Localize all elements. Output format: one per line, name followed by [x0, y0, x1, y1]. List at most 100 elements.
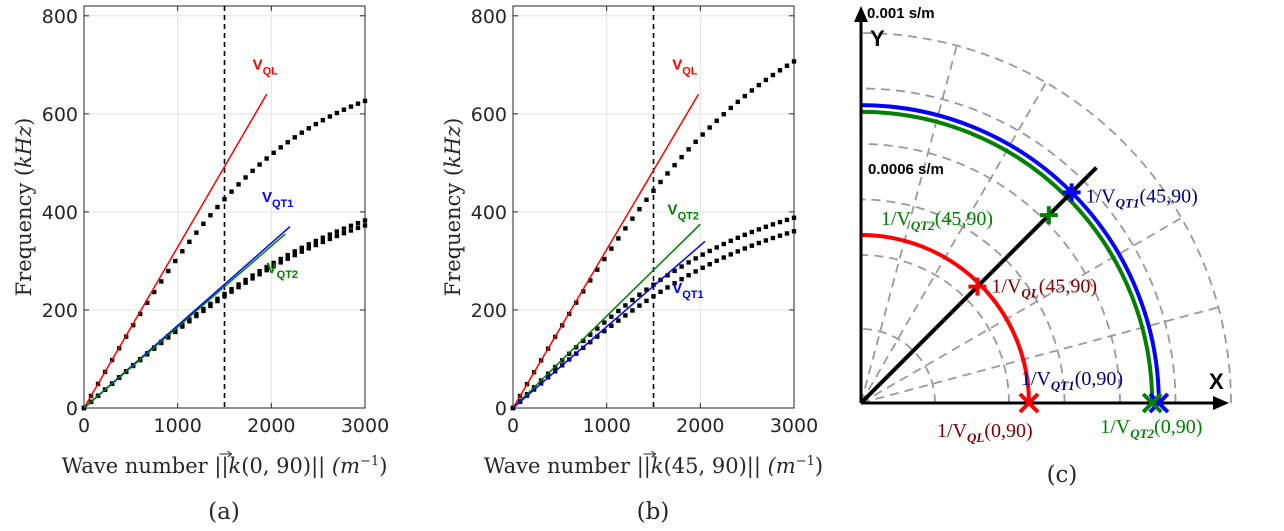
data-point — [334, 233, 340, 239]
point-label-sub: QT1 — [1051, 378, 1075, 393]
data-point — [672, 268, 677, 274]
series-label-main: V — [672, 57, 682, 74]
data-point — [215, 296, 220, 302]
data-point — [299, 245, 304, 251]
x-tick-label: 1000 — [153, 415, 201, 437]
data-point — [595, 267, 600, 272]
ylabel-part: Frequency ( — [12, 168, 36, 296]
xlabel-unit: (m — [768, 454, 796, 478]
data-point — [215, 204, 220, 210]
polar-grid-ring — [860, 254, 1010, 404]
series-label-sub: QL — [263, 66, 279, 78]
data-point — [763, 224, 769, 229]
data-point — [243, 277, 248, 283]
data-point — [665, 171, 670, 176]
data-point — [679, 276, 684, 282]
data-point — [348, 228, 354, 233]
series-label-qt1: VQT1 — [672, 280, 703, 301]
fit-line-qt1 — [512, 240, 706, 409]
data-point — [623, 303, 628, 308]
data-point — [651, 282, 656, 287]
vector-arrow-head — [651, 450, 657, 458]
data-point — [777, 233, 783, 238]
ylabel-part: ) — [441, 118, 465, 126]
data-point — [756, 82, 762, 88]
y-axis-letter: Y — [870, 26, 885, 51]
data-point — [229, 189, 234, 194]
data-point — [180, 324, 185, 329]
data-point — [777, 68, 783, 73]
data-point — [264, 264, 269, 270]
xlabel-vector: k — [229, 454, 242, 478]
data-point — [756, 240, 762, 246]
xlabel-unit: (m — [332, 454, 360, 478]
data-point — [187, 319, 192, 324]
fit-line-qt2 — [512, 223, 701, 409]
data-point — [630, 308, 635, 313]
data-point — [292, 135, 297, 140]
fit-line-ql — [83, 93, 268, 409]
ylabel-part: ) — [12, 118, 36, 126]
panel-label: (c) — [1047, 462, 1078, 488]
point-label-sub: QT2 — [1130, 426, 1154, 441]
xlabel-part: Wave number || — [484, 454, 651, 479]
data-point — [306, 246, 311, 251]
xlabel-part: ) — [815, 454, 823, 478]
data-point — [180, 249, 185, 254]
data-point — [602, 320, 607, 325]
x-tick-label: 0 — [78, 415, 90, 437]
data-point — [700, 265, 705, 270]
x-axis-label: Wave number ||k(0, 90)|| (m−1) — [62, 454, 388, 479]
point-label-sub: QT1 — [1116, 195, 1140, 210]
data-point — [236, 282, 241, 287]
data-point — [686, 147, 691, 152]
series-label-sub: QT2 — [277, 269, 298, 281]
data-point — [327, 114, 333, 119]
data-point — [306, 242, 311, 247]
data-point — [222, 196, 227, 202]
data-point — [749, 88, 755, 93]
data-point — [285, 140, 290, 145]
data-point — [236, 182, 241, 187]
data-point — [327, 232, 333, 237]
point-label-args: (45,90) — [1139, 185, 1197, 207]
data-point — [602, 256, 607, 262]
point-marker — [1148, 392, 1170, 414]
point-label-main: 1/V — [1086, 185, 1117, 207]
x-axis-letter: X — [1209, 369, 1224, 394]
polar-grid-ring — [860, 198, 1066, 404]
data-point — [630, 297, 635, 303]
data-point — [278, 145, 283, 150]
data-point — [236, 284, 241, 290]
point-label-args: (0,90) — [1154, 416, 1202, 438]
data-point — [770, 222, 776, 227]
data-point — [243, 175, 248, 180]
data-point — [229, 286, 234, 292]
data-point — [777, 219, 783, 225]
data-point — [271, 264, 276, 269]
data-point — [313, 121, 319, 127]
data-point — [770, 72, 776, 78]
data-point — [166, 335, 171, 340]
data-point — [257, 162, 262, 167]
data-point — [700, 252, 705, 257]
series-label-sub: QL — [682, 66, 698, 78]
data-point — [194, 230, 199, 235]
data-point — [285, 256, 290, 261]
point-label-sub: QT2 — [911, 218, 935, 233]
polar-grid-spoke — [860, 217, 1182, 404]
data-point — [334, 110, 340, 116]
data-point — [721, 241, 726, 247]
xlabel-vector: k — [651, 454, 664, 478]
x-tick-label: 3000 — [770, 415, 818, 437]
point-label-args: (45,90) — [1039, 276, 1097, 298]
data-point — [784, 217, 790, 223]
data-point — [637, 303, 642, 308]
x-tick-label: 1000 — [582, 415, 630, 437]
data-point — [672, 162, 677, 168]
ylabel-unit: kHz — [12, 125, 36, 168]
panel-c: XY0.001 s/m0.0006 s/m1/VQT1(45,90)1/VQT2… — [854, 5, 1232, 488]
data-point — [686, 273, 691, 278]
y-tick-label: 800 — [471, 6, 507, 28]
data-point — [292, 249, 297, 254]
